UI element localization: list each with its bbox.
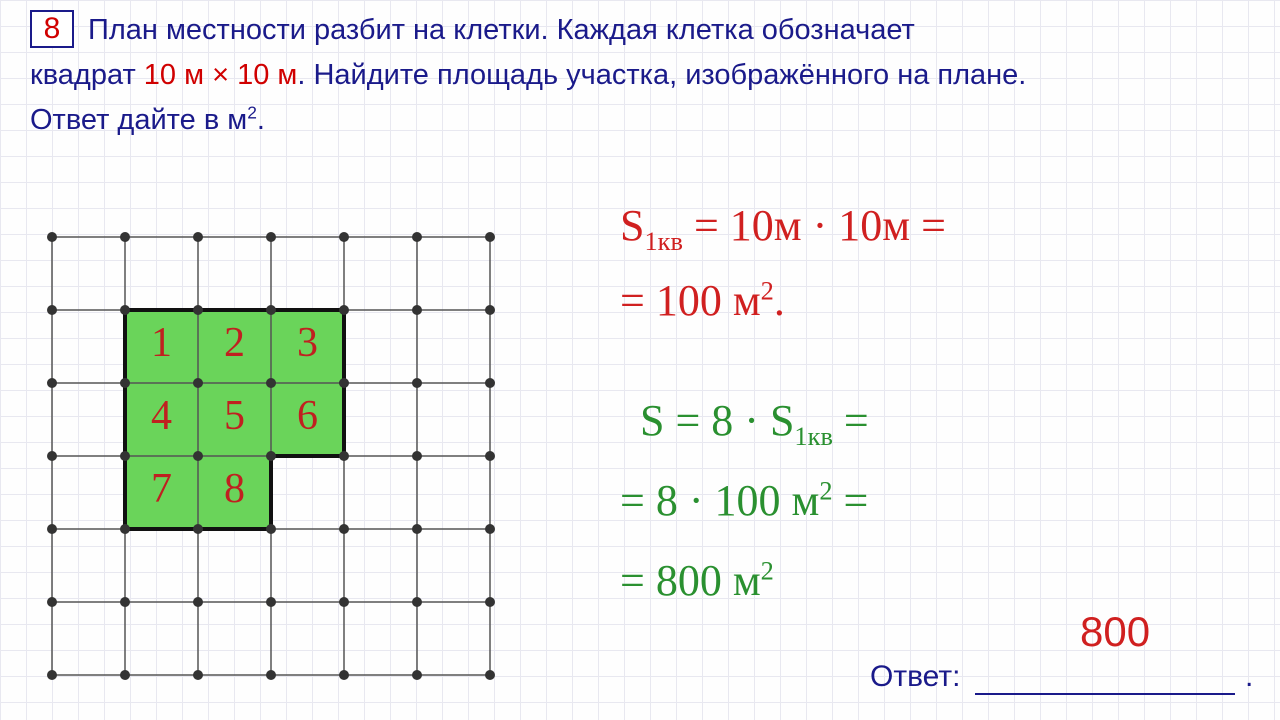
problem-dimension: 10 м × 10 м [144,59,298,91]
answer-line [975,693,1235,695]
svg-text:7: 7 [151,466,172,512]
svg-text:3: 3 [297,320,318,366]
problem-text-3a: Ответ дайте в м [30,104,247,136]
grid-svg: 1 2 3 4 5 6 7 8 [40,225,502,687]
svg-text:8: 8 [224,466,245,512]
grid-diagram: 1 2 3 4 5 6 7 8 [40,225,502,692]
problem-text-1: План местности разбит на клетки. Каждая … [88,14,915,46]
calc-line-5: = 800 м2 [620,555,774,608]
calc-line-3: S = 8 · S1кв = [640,395,869,452]
answer-value: 800 [1080,608,1150,656]
svg-text:5: 5 [224,393,245,439]
problem-text-3b: . [257,104,265,136]
svg-text:4: 4 [151,393,172,439]
svg-text:1: 1 [151,320,172,366]
problem-statement: План местности разбит на клетки. Каждая … [30,8,1260,143]
calc-line-4: = 8 · 100 м2 = [620,475,868,528]
svg-text:2: 2 [224,320,245,366]
answer-label: Ответ: [870,660,960,694]
svg-text:6: 6 [297,393,318,439]
problem-text-2a: квадрат [30,59,144,91]
answer-period: . [1245,660,1253,694]
problem-text-2b: . Найдите площадь участка, изображённого… [297,59,1026,91]
calc-line-2: = 100 м2. [620,275,785,328]
problem-text-3-sup: 2 [247,102,257,122]
calc-line-1: S1кв = 10м · 10м = [620,200,946,257]
